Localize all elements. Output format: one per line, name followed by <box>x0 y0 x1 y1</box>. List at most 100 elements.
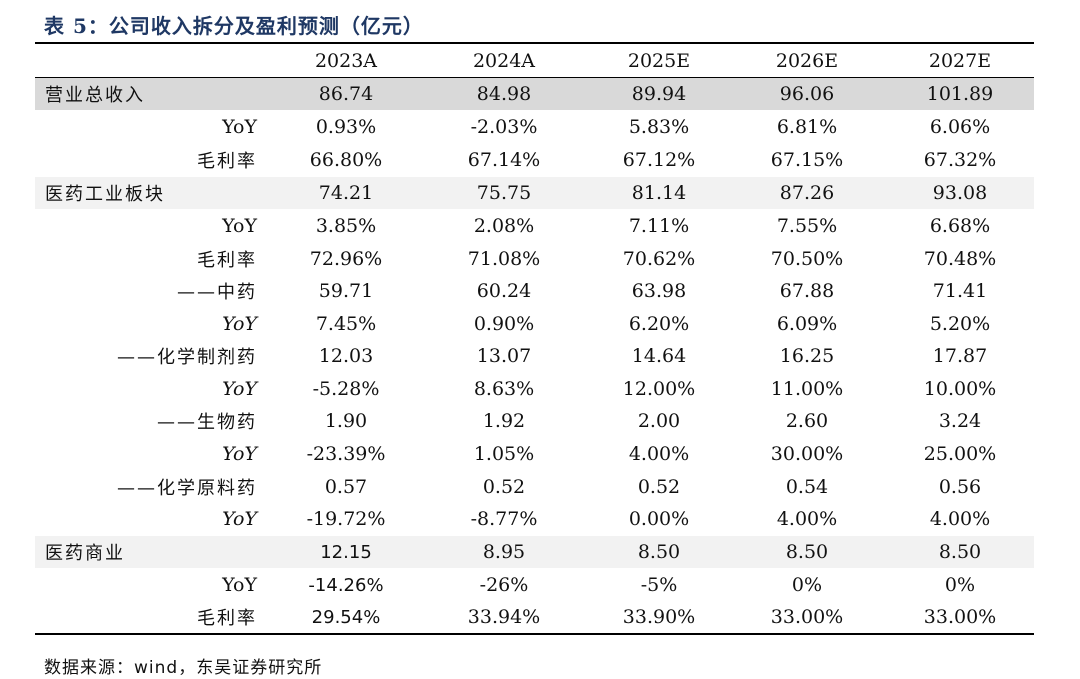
table-cell: 70.48% <box>923 248 997 270</box>
table-cell: 6.09% <box>776 313 838 335</box>
table-cell: 84.98 <box>476 83 532 105</box>
table-cell: 71.08% <box>467 248 541 270</box>
table-cell: 0% <box>944 574 976 596</box>
table-cell: 10.00% <box>923 378 997 400</box>
table-cell: 67.88 <box>779 280 835 302</box>
column-header: 2025E <box>627 49 691 72</box>
table-row-pharma-industry: 医药工业板块 74.21 75.75 81.14 87.26 93.08 <box>35 177 1034 209</box>
table-row: 毛利率 72.96% 71.08% 70.62% 70.50% 70.48% <box>35 243 1034 275</box>
table-cell: 60.24 <box>476 280 532 302</box>
row-label: ——化学原料药 <box>117 478 257 499</box>
table-cell: 0.54 <box>785 476 829 498</box>
row-label: YoY <box>222 443 257 465</box>
table-row: ——生物药 1.90 1.92 2.00 2.60 3.24 <box>35 405 1034 437</box>
table-cell: 1.92 <box>482 410 526 432</box>
table-cell: 1.90 <box>324 410 368 432</box>
table-cell: -5% <box>640 574 678 596</box>
table-cell: 5.20% <box>929 313 991 335</box>
table-cell: 14.64 <box>631 345 687 367</box>
row-label: YoY <box>222 215 257 237</box>
table-cell: 67.14% <box>467 149 541 171</box>
column-header: 2027E <box>928 49 992 72</box>
row-label: YoY <box>222 378 257 400</box>
table-cell: 4.00% <box>628 443 690 465</box>
table-cell: 11.00% <box>770 378 844 400</box>
table-cell: 7.45% <box>315 313 377 335</box>
table-cell: 67.32% <box>923 149 997 171</box>
table-cell: -23.39% <box>306 443 386 465</box>
table-cell: -26% <box>479 574 529 596</box>
table-cell: -5.28% <box>312 378 380 400</box>
row-label: ——化学制剂药 <box>117 347 257 368</box>
row-label: ——中药 <box>177 282 257 303</box>
table-cell: 81.14 <box>631 182 687 204</box>
table-cell: 1.05% <box>473 443 535 465</box>
table-cell: 67.12% <box>622 149 696 171</box>
table-cell: 70.62% <box>622 248 696 270</box>
table-cell: 93.08 <box>932 182 988 204</box>
table-cell: 17.87 <box>932 345 988 367</box>
table-cell: 6.81% <box>776 116 838 138</box>
table-cell: 33.00% <box>770 606 844 628</box>
table-cell: 70.50% <box>770 248 844 270</box>
table-cell: -19.72% <box>306 508 386 530</box>
table-cell: 71.41 <box>932 280 988 302</box>
table-cell: 16.25 <box>779 345 835 367</box>
column-header: 2023A <box>314 49 378 72</box>
table-cell: 6.06% <box>929 116 991 138</box>
table-cell: 30.00% <box>770 443 844 465</box>
table-cell: -8.77% <box>470 508 538 530</box>
table-cell: 89.94 <box>631 83 687 105</box>
table-cell: 29.54% <box>311 606 381 628</box>
table-top-rule <box>35 42 1034 44</box>
table-cell: 8.50 <box>785 541 829 563</box>
row-label: YoY <box>222 508 257 530</box>
table-cell: 8.50 <box>938 541 982 563</box>
table-bottom-rule <box>35 633 1034 635</box>
table-cell: 87.26 <box>779 182 835 204</box>
table-cell: 4.00% <box>929 508 991 530</box>
table-row-pharma-commerce: 医药商业 12.15 8.95 8.50 8.50 8.50 <box>35 536 1034 568</box>
row-label: 医药工业板块 <box>45 184 165 205</box>
table-cell: 0.52 <box>482 476 526 498</box>
table-row: YoY 7.45% 0.90% 6.20% 6.09% 5.20% <box>35 308 1034 340</box>
table-row: YoY 3.85% 2.08% 7.11% 7.55% 6.68% <box>35 210 1034 242</box>
table-cell: 2.60 <box>785 410 829 432</box>
table-cell: 86.74 <box>318 83 374 105</box>
table-row: ——中药 59.71 60.24 63.98 67.88 71.41 <box>35 275 1034 307</box>
table-cell: 12.00% <box>622 378 696 400</box>
table-cell: 0.56 <box>938 476 982 498</box>
table-cell: 33.90% <box>622 606 696 628</box>
table-row-total-revenue: 营业总收入 86.74 84.98 89.94 96.06 101.89 <box>35 78 1034 110</box>
table-row: 毛利率 66.80% 67.14% 67.12% 67.15% 67.32% <box>35 144 1034 176</box>
table-cell: 101.89 <box>926 83 994 105</box>
table-cell: 2.00 <box>637 410 681 432</box>
data-table: 2023A 2024A 2025E 2026E 2027E 营业总收入 86.7… <box>35 0 1034 679</box>
table-cell: 6.20% <box>628 313 690 335</box>
column-header: 2024A <box>472 49 536 72</box>
table-cell: 0% <box>791 574 823 596</box>
row-label: YoY <box>222 116 257 138</box>
source-note: 数据来源：wind，东吴证券研究所 <box>44 658 323 678</box>
row-label: 医药商业 <box>45 543 125 564</box>
table-title: 表 5：公司收入拆分及盈利预测（亿元） <box>44 14 424 38</box>
row-label: 营业总收入 <box>45 85 145 106</box>
table-cell: 3.24 <box>938 410 982 432</box>
row-label: YoY <box>222 574 257 596</box>
table-cell: 6.68% <box>929 215 991 237</box>
table-cell: 5.83% <box>628 116 690 138</box>
row-label: 毛利率 <box>197 151 257 172</box>
table-cell: 12.03 <box>318 345 374 367</box>
table-cell: 74.21 <box>318 182 374 204</box>
table-cell: 96.06 <box>779 83 835 105</box>
table-cell: 72.96% <box>309 248 383 270</box>
row-label: YoY <box>222 313 257 335</box>
table-row: YoY -5.28% 8.63% 12.00% 11.00% 10.00% <box>35 373 1034 405</box>
row-label: ——生物药 <box>157 412 257 433</box>
table-row: ——化学原料药 0.57 0.52 0.52 0.54 0.56 <box>35 471 1034 503</box>
table-cell: 8.50 <box>637 541 681 563</box>
table-cell: 63.98 <box>631 280 687 302</box>
table-row: YoY -14.26% -26% -5% 0% 0% <box>35 569 1034 601</box>
table-cell: 66.80% <box>309 149 383 171</box>
table-cell: 0.90% <box>473 313 535 335</box>
